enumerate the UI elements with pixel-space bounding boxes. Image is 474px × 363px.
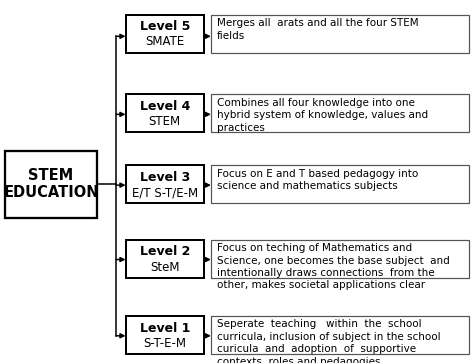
Text: Combines all four knowledge into one
hybrid system of knowledge, values and
prac: Combines all four knowledge into one hyb…	[217, 98, 428, 133]
Text: Level 2: Level 2	[139, 245, 190, 258]
Text: Focus on teching of Mathematics and
Science, one becomes the base subject  and
i: Focus on teching of Mathematics and Scie…	[217, 243, 449, 290]
FancyBboxPatch shape	[126, 15, 204, 53]
Text: Level 3: Level 3	[139, 171, 190, 184]
FancyBboxPatch shape	[126, 240, 204, 278]
FancyBboxPatch shape	[5, 151, 97, 218]
Text: STEM: STEM	[149, 115, 181, 129]
FancyBboxPatch shape	[211, 165, 469, 203]
FancyBboxPatch shape	[126, 94, 204, 132]
Text: Merges all  arats and all the four STEM
fields: Merges all arats and all the four STEM f…	[217, 18, 418, 41]
Text: Level 5: Level 5	[139, 20, 190, 33]
Text: SteM: SteM	[150, 261, 180, 274]
FancyBboxPatch shape	[211, 15, 469, 53]
Text: STEM
EDUCATION: STEM EDUCATION	[3, 168, 99, 200]
Text: Seperate  teaching   within  the  school
curricula, inclusion of subject in the : Seperate teaching within the school curr…	[217, 319, 440, 363]
FancyBboxPatch shape	[211, 94, 469, 132]
Text: E/T S-T/E-M: E/T S-T/E-M	[132, 186, 198, 199]
Text: Level 4: Level 4	[139, 100, 190, 113]
FancyBboxPatch shape	[211, 240, 469, 278]
FancyBboxPatch shape	[126, 316, 204, 354]
Text: SMATE: SMATE	[145, 36, 184, 49]
Text: Focus on E and T based pedagogy into
science and mathematics subjects: Focus on E and T based pedagogy into sci…	[217, 169, 418, 191]
Text: Level 1: Level 1	[139, 322, 190, 335]
FancyBboxPatch shape	[211, 316, 469, 354]
Text: S-T-E-M: S-T-E-M	[143, 337, 186, 350]
FancyBboxPatch shape	[126, 165, 204, 203]
